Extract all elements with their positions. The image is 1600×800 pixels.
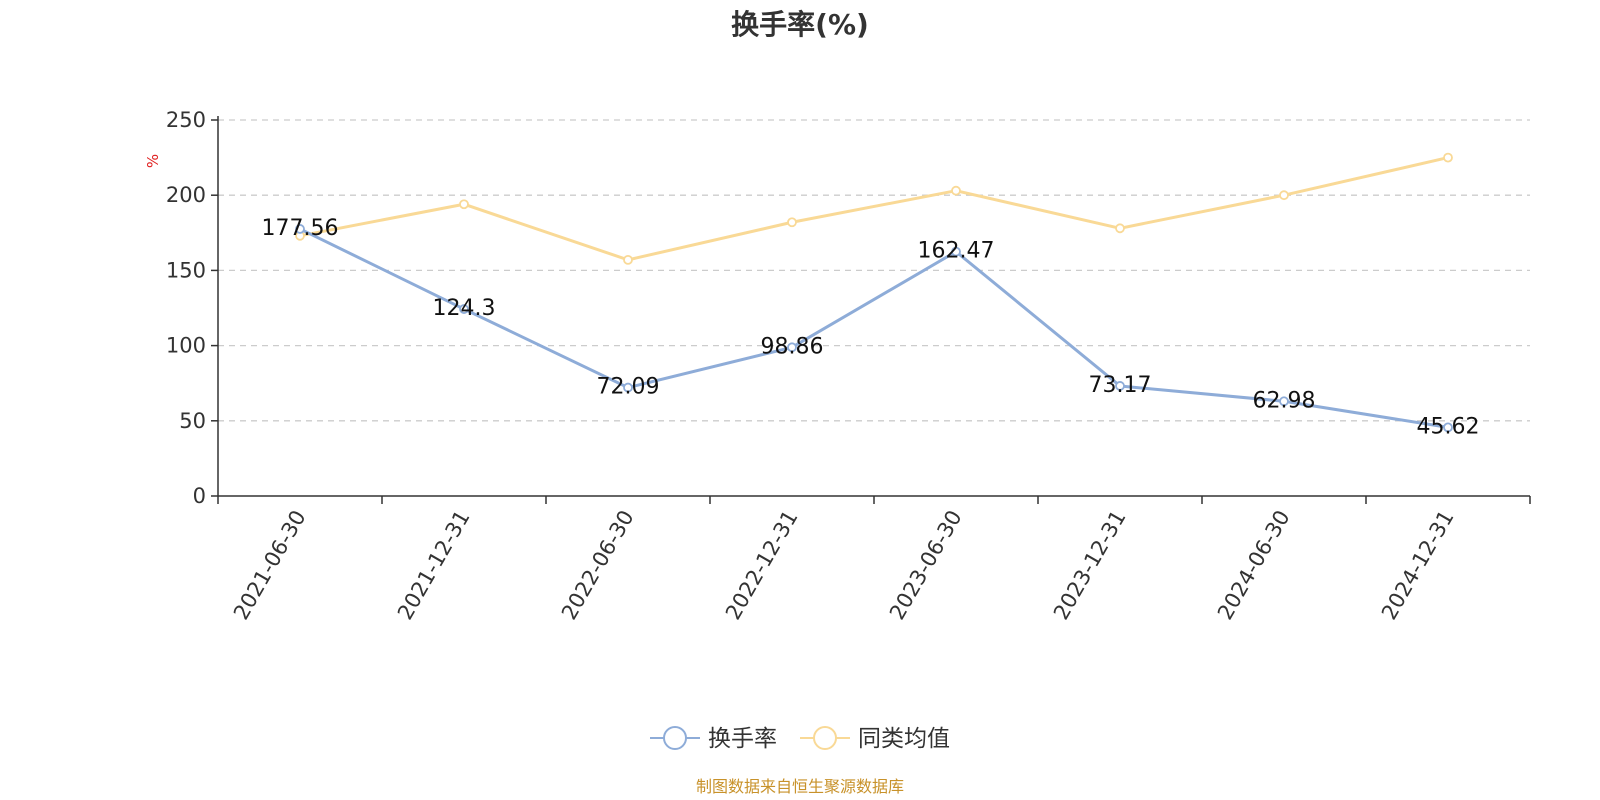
x-tick-label: 2022-06-30 bbox=[557, 506, 639, 624]
series-point bbox=[1279, 396, 1289, 407]
data-label: 72.09 bbox=[597, 375, 660, 400]
data-label: 98.86 bbox=[761, 334, 824, 359]
series-point bbox=[1115, 381, 1125, 391]
legend-entry: 换手率 bbox=[708, 726, 777, 752]
series-point bbox=[1443, 152, 1453, 163]
data-label: 177.56 bbox=[262, 216, 339, 241]
series-point bbox=[787, 217, 797, 228]
y-tick-label: 150 bbox=[166, 258, 206, 282]
y-tick-label: 0 bbox=[193, 484, 206, 508]
series-point bbox=[951, 246, 961, 257]
series-line bbox=[299, 156, 1449, 262]
data-source-note: 制图数据来自恒生聚源数据库 bbox=[696, 777, 904, 796]
data-label: 73.17 bbox=[1089, 373, 1152, 398]
series-point bbox=[295, 224, 305, 234]
series-point bbox=[623, 254, 633, 265]
series-lines bbox=[295, 152, 1453, 433]
x-tick-label: 2024-06-30 bbox=[1213, 506, 1295, 624]
legend-marker bbox=[813, 726, 837, 750]
data-label: 62.98 bbox=[1253, 388, 1316, 413]
chart-title: 换手率(%) bbox=[731, 8, 869, 41]
y-tick-label: 100 bbox=[166, 334, 206, 358]
data-label: 162.47 bbox=[918, 239, 995, 264]
x-tick-label: 2021-12-31 bbox=[393, 506, 475, 624]
data-label: 45.62 bbox=[1417, 414, 1480, 439]
x-tick-label: 2024-12-31 bbox=[1377, 506, 1459, 624]
series-point bbox=[459, 304, 469, 314]
y-tick-label: 50 bbox=[179, 409, 206, 433]
series-point bbox=[459, 199, 469, 210]
legend-marker bbox=[663, 726, 687, 750]
series-point bbox=[787, 342, 797, 353]
series-point bbox=[1443, 422, 1453, 433]
series-point bbox=[1279, 190, 1289, 201]
y-axis-unit-label: % bbox=[144, 154, 162, 168]
x-tick-label: 2023-12-31 bbox=[1049, 506, 1131, 624]
x-tick-label: 2021-06-30 bbox=[229, 506, 311, 624]
data-labels: 177.56 124.3 72.09 98.86 162.47 73.17 62.98 45.… bbox=[262, 216, 1480, 439]
y-tick-label: 200 bbox=[166, 183, 206, 207]
x-tick-label: 2023-06-30 bbox=[885, 506, 967, 624]
grid-lines bbox=[218, 119, 1530, 422]
y-tick-label: 250 bbox=[166, 108, 206, 132]
data-label: 124.3 bbox=[433, 296, 496, 321]
legend: 换手率 同类均值 bbox=[650, 726, 950, 752]
series-line bbox=[299, 227, 1449, 429]
series-point bbox=[623, 382, 633, 393]
legend-entry: 同类均值 bbox=[858, 726, 950, 752]
series-point bbox=[951, 185, 961, 196]
series-point bbox=[1115, 223, 1125, 234]
x-tick-label: 2022-12-31 bbox=[721, 506, 803, 624]
